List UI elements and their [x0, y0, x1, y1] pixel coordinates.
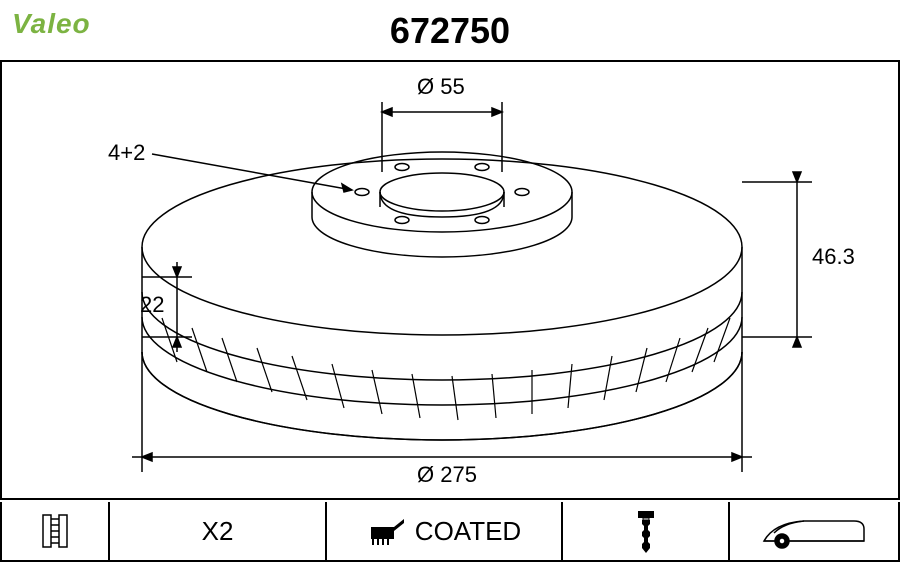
- quantity-text: X2: [202, 516, 234, 547]
- footer-cell-axle: [730, 502, 898, 560]
- footer-cell-screws: [563, 502, 731, 560]
- footer-cell-disc-type: [2, 502, 110, 560]
- dim-bore-diameter: Ø 55: [417, 74, 465, 100]
- vented-disc-icon: [33, 509, 77, 553]
- dim-overall-height: 46.3: [812, 244, 855, 270]
- brand-logo: Valeo: [12, 8, 91, 40]
- part-number: 672750: [390, 10, 510, 52]
- dim-thickness: 22: [140, 292, 164, 318]
- brush-icon: [367, 511, 407, 551]
- drawing-frame: Ø 55 4+2 22 46.3 Ø 275: [0, 60, 900, 500]
- brake-disc-drawing: [2, 62, 898, 498]
- footer-cell-coated: COATED: [327, 502, 562, 560]
- footer-row: X2 COATED: [0, 502, 900, 562]
- coated-text: COATED: [415, 516, 521, 547]
- dim-bolt-pattern: 4+2: [108, 140, 145, 166]
- car-front-icon: [759, 511, 869, 551]
- dim-outer-diameter: Ø 275: [417, 462, 477, 488]
- screw-icon: [629, 509, 663, 553]
- footer-cell-quantity: X2: [110, 502, 328, 560]
